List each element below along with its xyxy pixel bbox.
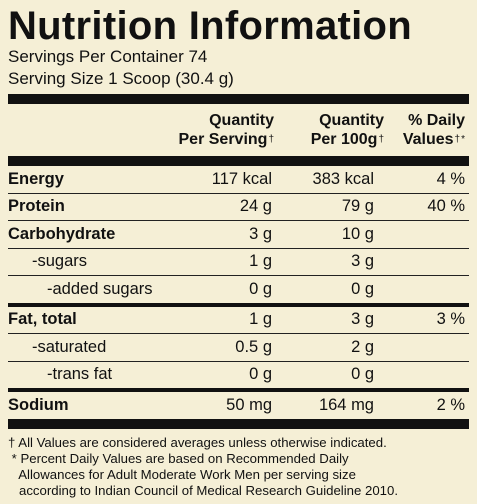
nutrient-name: Energy bbox=[8, 169, 64, 188]
footnote-line: according to Indian Council of Medical R… bbox=[8, 482, 398, 498]
asterisk-mark: * bbox=[461, 134, 465, 145]
divider-thick bbox=[8, 418, 469, 429]
dagger-mark: † bbox=[268, 134, 274, 145]
header-per-serving-line2: Per Serving bbox=[178, 131, 268, 148]
nutrient-table: Energy 117 kcal 383 kcal 4 % Protein 24 … bbox=[8, 166, 469, 419]
per-serving-value: 24 g bbox=[239, 197, 272, 216]
footnotes: † All Values are considered averages unl… bbox=[8, 435, 469, 499]
header-per-serving-line1: Quantity bbox=[209, 112, 274, 129]
table-row: Sodium 50 mg 164 mg 2 % bbox=[8, 392, 469, 419]
table-row: Protein 24 g 79 g 40 % bbox=[8, 194, 469, 221]
per-100g-value: 0 g bbox=[351, 279, 374, 298]
per-100g-value: 3 g bbox=[351, 310, 374, 329]
nutrient-name: Protein bbox=[8, 197, 65, 216]
footnote-line: * Percent Daily Values are based on Reco… bbox=[8, 450, 349, 466]
per-serving-value: 1 g bbox=[249, 252, 272, 271]
divider-thick bbox=[8, 156, 469, 166]
servings-per-container: Servings Per Container 74 bbox=[8, 47, 208, 66]
header-per-serving: Quantity Per Serving† bbox=[136, 111, 275, 149]
nutrition-panel: Nutrition Information Servings Per Conta… bbox=[8, 4, 469, 498]
nutrient-name: -trans fat bbox=[47, 365, 113, 384]
per-100g-value: 383 kcal bbox=[312, 169, 374, 188]
header-daily-values: % Daily Values†* bbox=[384, 111, 469, 149]
table-header: Quantity Per Serving† Quantity Per 100g†… bbox=[8, 104, 469, 156]
dagger-mark: † bbox=[454, 134, 461, 145]
per-serving-value: 3 g bbox=[249, 224, 272, 243]
per-serving-value: 1 g bbox=[249, 310, 272, 329]
serving-size: Serving Size 1 Scoop (30.4 g) bbox=[8, 69, 234, 88]
per-100g-value: 79 g bbox=[341, 197, 374, 216]
nutrient-name: -sugars bbox=[32, 252, 88, 271]
nutrient-name: -saturated bbox=[32, 337, 107, 356]
table-row: -added sugars 0 g 0 g bbox=[8, 276, 469, 307]
header-per-100g: Quantity Per 100g† bbox=[274, 111, 384, 149]
header-daily-values-line1: % Daily bbox=[408, 112, 465, 129]
table-row: Fat, total 1 g 3 g 3 % bbox=[8, 307, 469, 334]
per-100g-value: 10 g bbox=[341, 224, 374, 243]
per-100g-value: 0 g bbox=[351, 365, 374, 384]
per-serving-value: 0 g bbox=[249, 279, 272, 298]
table-row: -sugars 1 g 3 g bbox=[8, 249, 469, 276]
daily-value: 4 % bbox=[436, 169, 465, 188]
nutrient-name: Fat, total bbox=[8, 310, 77, 329]
per-serving-value: 0 g bbox=[249, 365, 272, 384]
daily-value: 3 % bbox=[436, 310, 465, 329]
divider-thick bbox=[8, 94, 469, 104]
per-100g-value: 2 g bbox=[351, 337, 374, 356]
header-daily-values-line2: Values bbox=[402, 131, 454, 148]
per-100g-value: 164 mg bbox=[318, 395, 374, 414]
header-per-100g-line1: Quantity bbox=[319, 112, 384, 129]
table-row: Energy 117 kcal 383 kcal 4 % bbox=[8, 166, 469, 194]
dagger-mark: † bbox=[378, 134, 384, 145]
per-serving-value: 117 kcal bbox=[211, 169, 272, 188]
per-serving-value: 0.5 g bbox=[235, 337, 272, 356]
header-per-100g-line2: Per 100g bbox=[310, 131, 378, 148]
table-row: -trans fat 0 g 0 g bbox=[8, 362, 469, 392]
footnote-line: Allowances for Adult Moderate Work Men p… bbox=[8, 466, 356, 482]
nutrient-name: Sodium bbox=[8, 395, 69, 414]
page-title: Nutrition Information bbox=[8, 4, 413, 48]
nutrient-name: -added sugars bbox=[47, 279, 153, 298]
footnote-line: † All Values are considered averages unl… bbox=[8, 434, 387, 450]
table-row: Carbohydrate 3 g 10 g bbox=[8, 221, 469, 249]
daily-value: 40 % bbox=[427, 197, 465, 216]
daily-value: 2 % bbox=[436, 395, 465, 414]
per-serving-value: 50 mg bbox=[226, 395, 272, 414]
table-row: -saturated 0.5 g 2 g bbox=[8, 334, 469, 362]
nutrient-name: Carbohydrate bbox=[8, 224, 116, 243]
per-100g-value: 3 g bbox=[351, 252, 374, 271]
